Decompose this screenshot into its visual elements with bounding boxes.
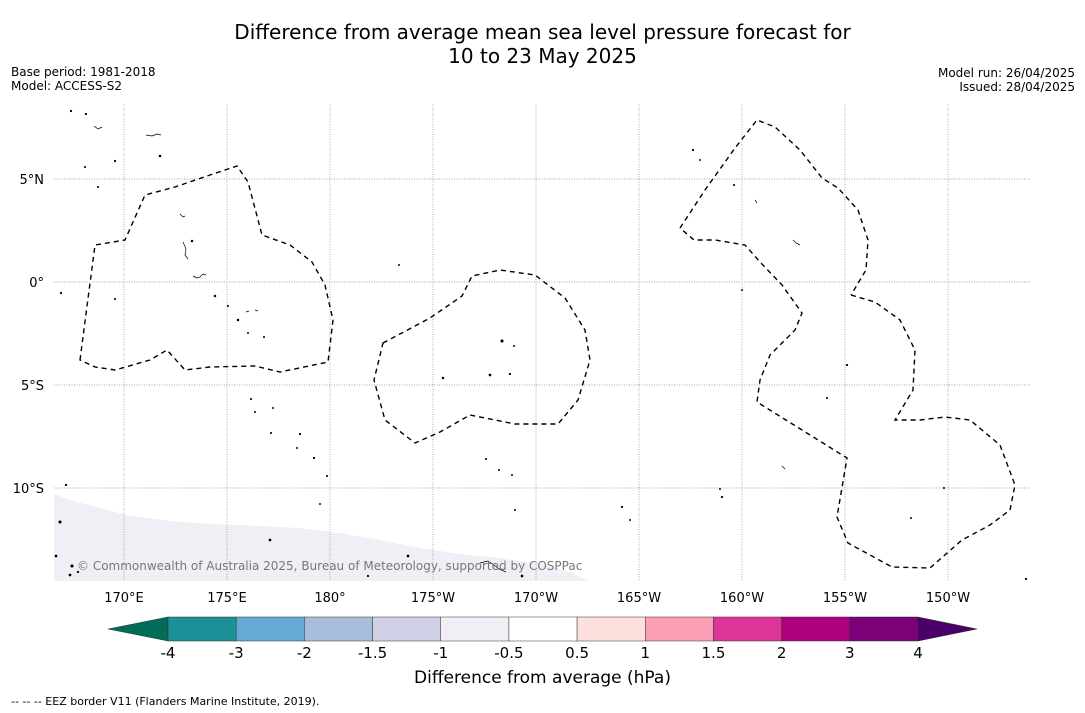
colorbar-title: Difference from average (hPa) <box>414 668 671 688</box>
colorbar-tick-label: -1.5 <box>358 644 387 662</box>
colorbar-tick-label: -3 <box>229 644 244 662</box>
colorbar-swatch <box>713 616 782 642</box>
longitude-label: 170°W <box>514 591 558 606</box>
metadata-right: Model run: 26/04/2025 Issued: 28/04/2025 <box>938 66 1075 94</box>
colorbar-tick-label: -4 <box>161 644 176 662</box>
map-panel: © Commonwealth of Australia 2025, Bureau… <box>54 104 1030 581</box>
base-period: Base period: 1981-2018 <box>11 65 156 79</box>
colorbar <box>107 616 978 642</box>
colorbar-swatch <box>645 616 714 642</box>
latitude-label: 10°S <box>13 482 44 497</box>
model-name: Model: ACCESS-S2 <box>11 79 123 93</box>
title-line-2: 10 to 23 May 2025 <box>448 44 637 68</box>
issued-date: Issued: 28/04/2025 <box>959 80 1075 94</box>
colorbar-extend-low <box>107 616 169 642</box>
colorbar-tick-label: 1.5 <box>702 644 726 662</box>
colorbar-tick-label: -2 <box>297 644 312 662</box>
graticule <box>54 104 1030 581</box>
longitude-label: 175°E <box>207 591 247 606</box>
colorbar-swatch <box>781 616 851 642</box>
model-run: Model run: 26/04/2025 <box>937 66 1075 80</box>
copyright-notice: © Commonwealth of Australia 2025, Bureau… <box>77 559 582 573</box>
colorbar-swatch <box>508 616 578 642</box>
eez-kiribati-line <box>679 119 869 296</box>
colorbar-extend-high <box>917 616 978 642</box>
latitude-label: 5°S <box>21 379 44 394</box>
eez-line-south <box>679 227 1016 569</box>
title-line-1: Difference from average mean sea level p… <box>234 20 851 44</box>
colorbar-swatch <box>235 616 305 642</box>
latitude-label: 5°N <box>20 173 45 188</box>
longitude-label: 150°W <box>926 591 970 606</box>
colorbar-swatch <box>372 616 441 642</box>
colorbar-tick-label: 2 <box>777 644 787 662</box>
colorbar-tick-label: 0.5 <box>565 644 589 662</box>
islands <box>54 109 1028 581</box>
colorbar-tick-label: -1 <box>433 644 448 662</box>
pressure-anomaly-region <box>54 494 588 581</box>
longitude-label: 165°W <box>617 591 661 606</box>
longitude-label: 160°W <box>720 591 764 606</box>
eez-kiribati-phoenix <box>373 269 591 444</box>
eez-kiribati-gilbert <box>79 165 334 373</box>
longitude-label: 170°E <box>104 591 144 606</box>
latitude-labels: 5°N 0° 5°S 10°S <box>13 173 44 497</box>
metadata-left: Base period: 1981-2018 Model: ACCESS-S2 <box>11 65 156 93</box>
colorbar-swatch <box>440 616 510 642</box>
colorbar-tick-label: 1 <box>640 644 650 662</box>
colorbar-swatch <box>167 616 237 642</box>
eez-footnote: -- -- -- EEZ border V11 (Flanders Marine… <box>11 695 320 708</box>
colorbar-tick-labels: -4 -3 -2 -1.5 -1 -0.5 0.5 1 1.5 2 3 4 <box>161 644 923 662</box>
map-title: Difference from average mean sea level p… <box>0 20 1085 68</box>
colorbar-tick-label: 4 <box>913 644 923 662</box>
latitude-label: 0° <box>29 276 44 291</box>
colorbar-swatch <box>849 616 919 642</box>
colorbar-tick-label: 3 <box>845 644 855 662</box>
colorbar-tick-label: -0.5 <box>494 644 523 662</box>
colorbar-swatch <box>576 616 646 642</box>
longitude-label: 155°W <box>823 591 867 606</box>
colorbar-swatch <box>304 616 373 642</box>
longitude-label: 180° <box>314 591 345 606</box>
longitude-labels: 170°E 175°E 180° 175°W 170°W 165°W 160°W 155°W 1… <box>104 591 970 606</box>
longitude-label: 175°W <box>411 591 455 606</box>
eez-borders <box>79 119 1016 569</box>
